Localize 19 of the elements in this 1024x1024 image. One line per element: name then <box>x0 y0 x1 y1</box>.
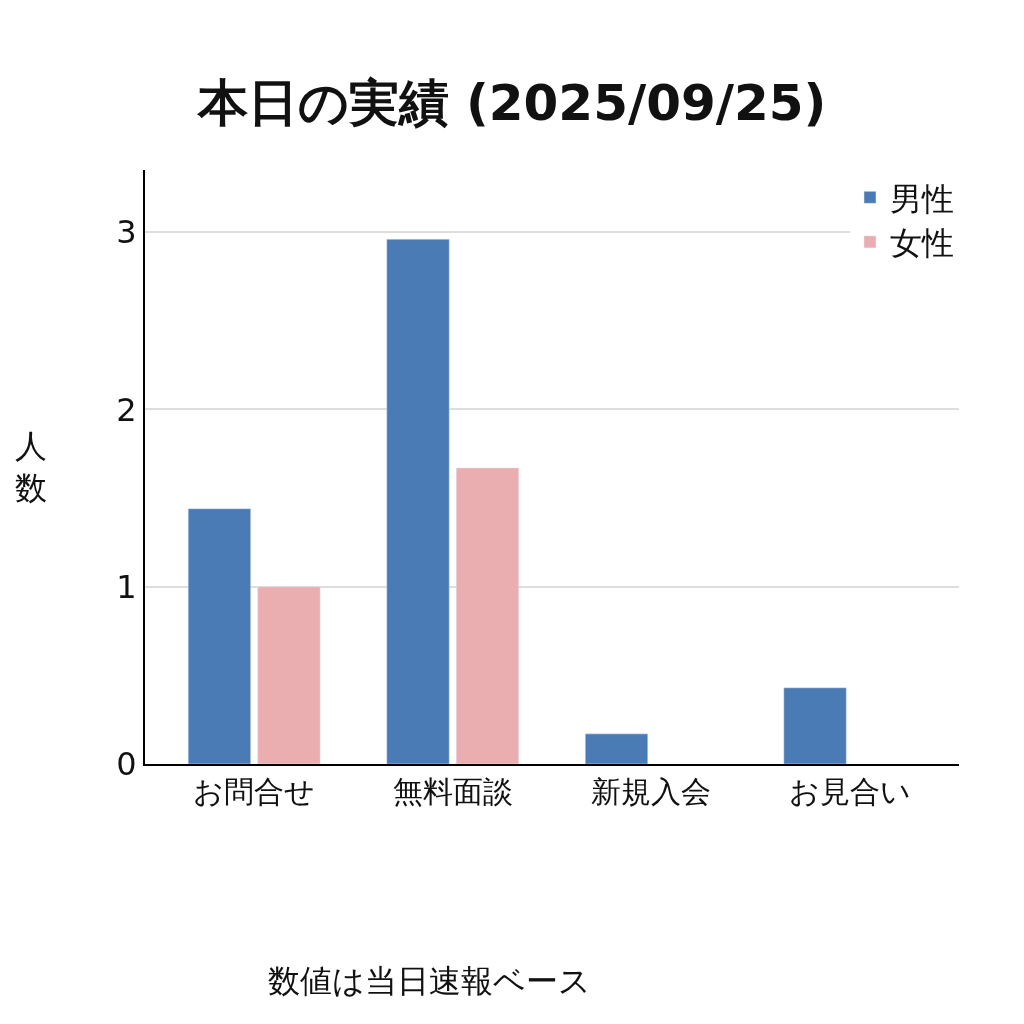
legend-label: 男性 <box>890 179 954 218</box>
y-tick-label: 1 <box>116 567 137 606</box>
legend-label: 女性 <box>890 224 954 263</box>
bar <box>585 733 649 764</box>
x-tick-label: お問合せ <box>193 774 316 809</box>
x-tick-label: お見合い <box>788 774 911 809</box>
bar <box>783 687 847 764</box>
y-tick-label: 3 <box>116 213 137 252</box>
bar <box>187 508 251 764</box>
y-tick-label: 2 <box>116 390 137 429</box>
bar <box>257 586 321 764</box>
y-axis-title: 人数 <box>15 427 47 507</box>
bar <box>386 238 450 764</box>
bar <box>455 467 519 764</box>
y-tick-label: 0 <box>116 745 137 784</box>
x-tick-label: 新規入会 <box>591 774 712 809</box>
text: 数値は当日速報ベース <box>268 962 591 1000</box>
chart-title: 本日の実績 (2025/09/25) <box>195 73 827 132</box>
x-tick-label: 無料面談 <box>392 774 513 809</box>
